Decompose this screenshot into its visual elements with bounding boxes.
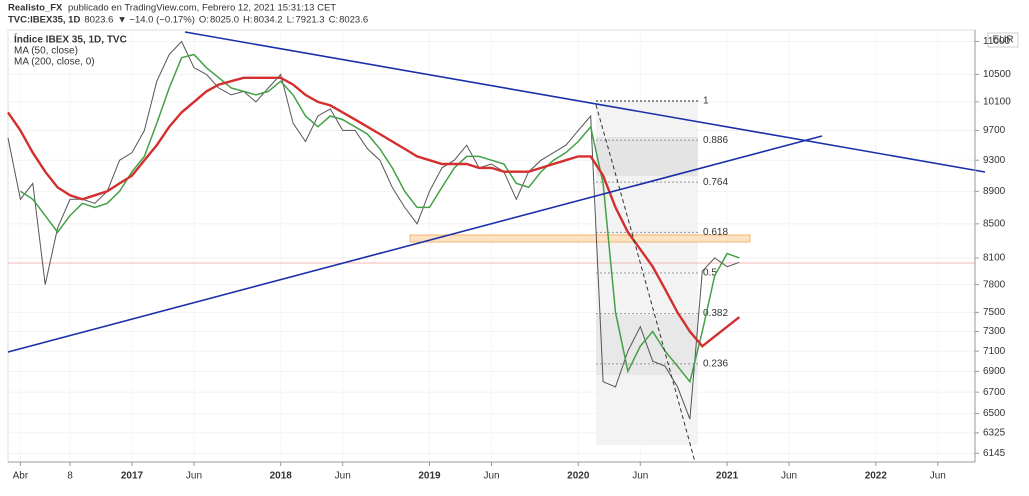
quote-line: TVC:IBEX35, 1D 8023.6 ▼ −14.0 (−0.17%) O: 80…	[8, 15, 368, 26]
quote-item: 8023.6	[339, 15, 368, 26]
y-tick-label: 10100	[983, 96, 1011, 107]
quote-item: 7921.3	[296, 15, 325, 26]
series-line	[7, 40, 740, 420]
y-tick-label: 7800	[983, 279, 1006, 290]
y-tick-label: 8100	[983, 253, 1006, 264]
y-tick-label: 8900	[983, 186, 1006, 197]
quote-item: L:	[287, 15, 295, 26]
y-tick-label: 6325	[983, 428, 1006, 439]
quote-item: O:	[199, 15, 209, 26]
x-tick-label: Jun	[186, 471, 202, 482]
y-tick-label: 6700	[983, 387, 1006, 398]
x-tick-label: 2018	[270, 471, 293, 482]
y-tick-label: 6500	[983, 408, 1006, 419]
x-tick-label: 2017	[121, 471, 144, 482]
y-tick-label: 8500	[983, 218, 1006, 229]
trendline	[184, 31, 986, 173]
legend-entry: Índice IBEX 35, 1D, TVC	[14, 33, 127, 46]
quote-item: TVC:IBEX35, 1D	[8, 15, 80, 26]
quote-item: ▼ −14.0 (−0.17%)	[117, 15, 195, 26]
fib-levels: 1 0.886 0.764 0.618 0.5 0.382 0.236	[596, 96, 728, 369]
fib-label: 0.382	[703, 308, 728, 319]
y-tick-label: 6145	[983, 448, 1006, 459]
x-tick-label: Abr	[13, 471, 29, 482]
series-line	[7, 76, 741, 348]
trendline	[7, 135, 823, 353]
x-tick-label: 2020	[567, 471, 590, 482]
fib-label: 0.618	[703, 227, 728, 238]
author: Realisto_FX	[8, 3, 63, 14]
x-tick-label: Jun	[335, 471, 351, 482]
y-tick-label: 9300	[983, 155, 1006, 166]
x-tick-label: 2022	[865, 471, 888, 482]
y-tick-label: 7100	[983, 346, 1006, 357]
x-tick-label: Jun	[781, 471, 797, 482]
quote-item: H:	[243, 15, 253, 26]
x-tick-label: 2019	[418, 471, 441, 482]
fib-label: 0.886	[703, 135, 728, 146]
y-tick-label: 9700	[983, 125, 1006, 136]
y-tick-label: 11000	[983, 36, 1011, 47]
legend-entry: MA (200, close, 0)	[14, 57, 95, 68]
currency: EUR	[992, 35, 1013, 46]
fib-label: 0.236	[703, 358, 728, 369]
quote-item: C:	[329, 15, 339, 26]
y-tick-label: 7300	[983, 326, 1006, 337]
axes: 6145 6325 6500 6700 6900 7100 7300 7500 7800 8100…	[8, 30, 1011, 482]
x-tick-label: Jun	[930, 471, 946, 482]
quote-item: 8034.2	[254, 15, 283, 26]
series	[7, 40, 741, 420]
currency-box	[987, 32, 1019, 48]
x-tick-label: Jun	[632, 471, 648, 482]
fib-label: 1	[703, 96, 709, 107]
fib-label: 0.764	[703, 177, 728, 188]
legend-entry: MA (50, close)	[14, 46, 78, 57]
series-line	[19, 53, 740, 384]
quote-item: 8025.0	[210, 15, 239, 26]
quote-item: 8023.6	[84, 15, 113, 26]
x-tick-label: 8	[67, 471, 73, 482]
fib-label: 0.5	[703, 268, 717, 279]
x-tick-label: 2021	[716, 471, 739, 482]
y-tick-label: 7500	[983, 307, 1006, 318]
support-zone	[409, 234, 751, 243]
fib-band	[596, 137, 698, 176]
published: publicado en TradingView.com, Febrero 12…	[68, 3, 336, 14]
y-tick-label: 6900	[983, 366, 1006, 377]
x-tick-label: Jun	[483, 471, 499, 482]
projection-curve	[595, 104, 696, 463]
y-tick-label: 10500	[983, 69, 1011, 80]
